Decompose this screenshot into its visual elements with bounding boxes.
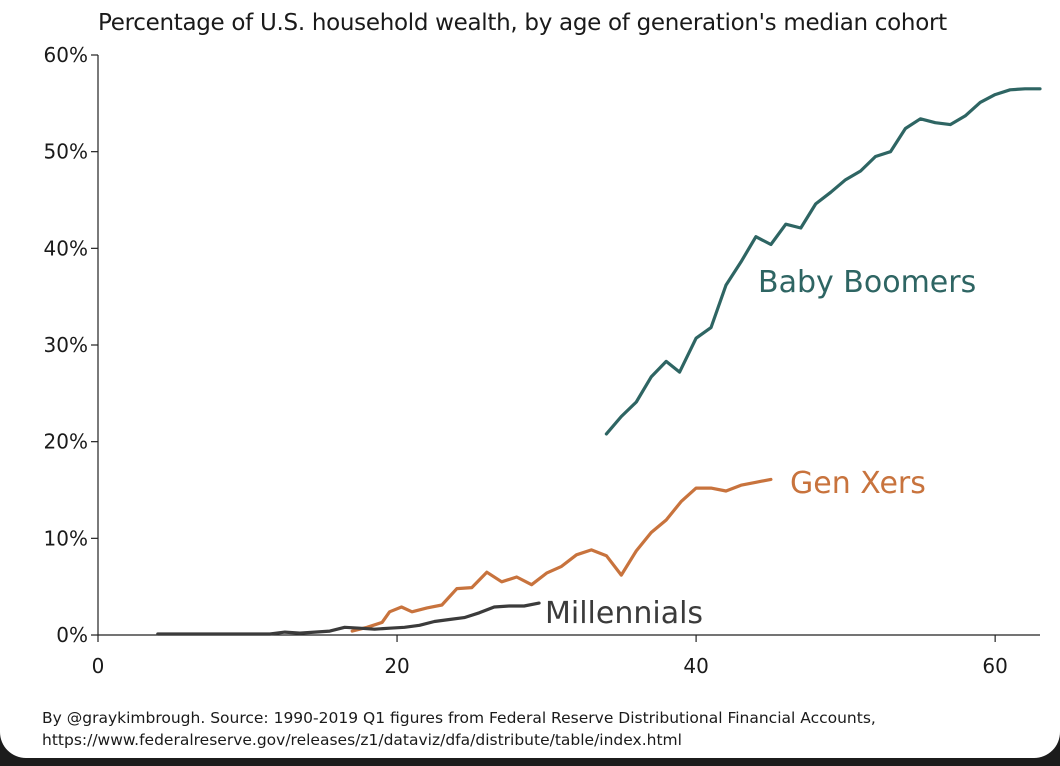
chart-axes: 0% 10% 20% 30% 40% 50% 60% 0 20 40 60 (44, 43, 1040, 678)
series-label-millennials: Millennials (545, 596, 703, 631)
series-line-gen-xers (350, 477, 773, 633)
x-tick-label: 20 (384, 654, 409, 678)
y-tick-label: 40% (44, 236, 88, 260)
series-label-baby-boomers: Baby Boomers (758, 265, 976, 300)
chart-series (156, 87, 1042, 636)
series-line-baby-boomers (604, 87, 1042, 436)
series-label-gen-xers: Gen Xers (790, 466, 926, 501)
source-line-2: https://www.federalreserve.gov/releases/… (42, 731, 682, 749)
y-tick-label: 10% (44, 526, 88, 550)
y-tick-label: 60% (44, 43, 88, 67)
x-tick-label: 60 (982, 654, 1007, 678)
y-tick-label: 20% (44, 430, 88, 454)
source-footer: By @graykimbrough. Source: 1990-2019 Q1 … (42, 707, 876, 751)
chart-series-labels: Baby Boomers Gen Xers Millennials (545, 265, 976, 631)
series-line-millennials (156, 601, 541, 636)
source-line-1: By @graykimbrough. Source: 1990-2019 Q1 … (42, 709, 876, 727)
x-tick-label: 40 (683, 654, 708, 678)
chart-title: Percentage of U.S. household wealth, by … (98, 10, 947, 36)
y-tick-label: 0% (56, 623, 88, 647)
y-tick-label: 30% (44, 333, 88, 357)
x-tick-label: 0 (92, 654, 105, 678)
y-tick-label: 50% (44, 140, 88, 164)
